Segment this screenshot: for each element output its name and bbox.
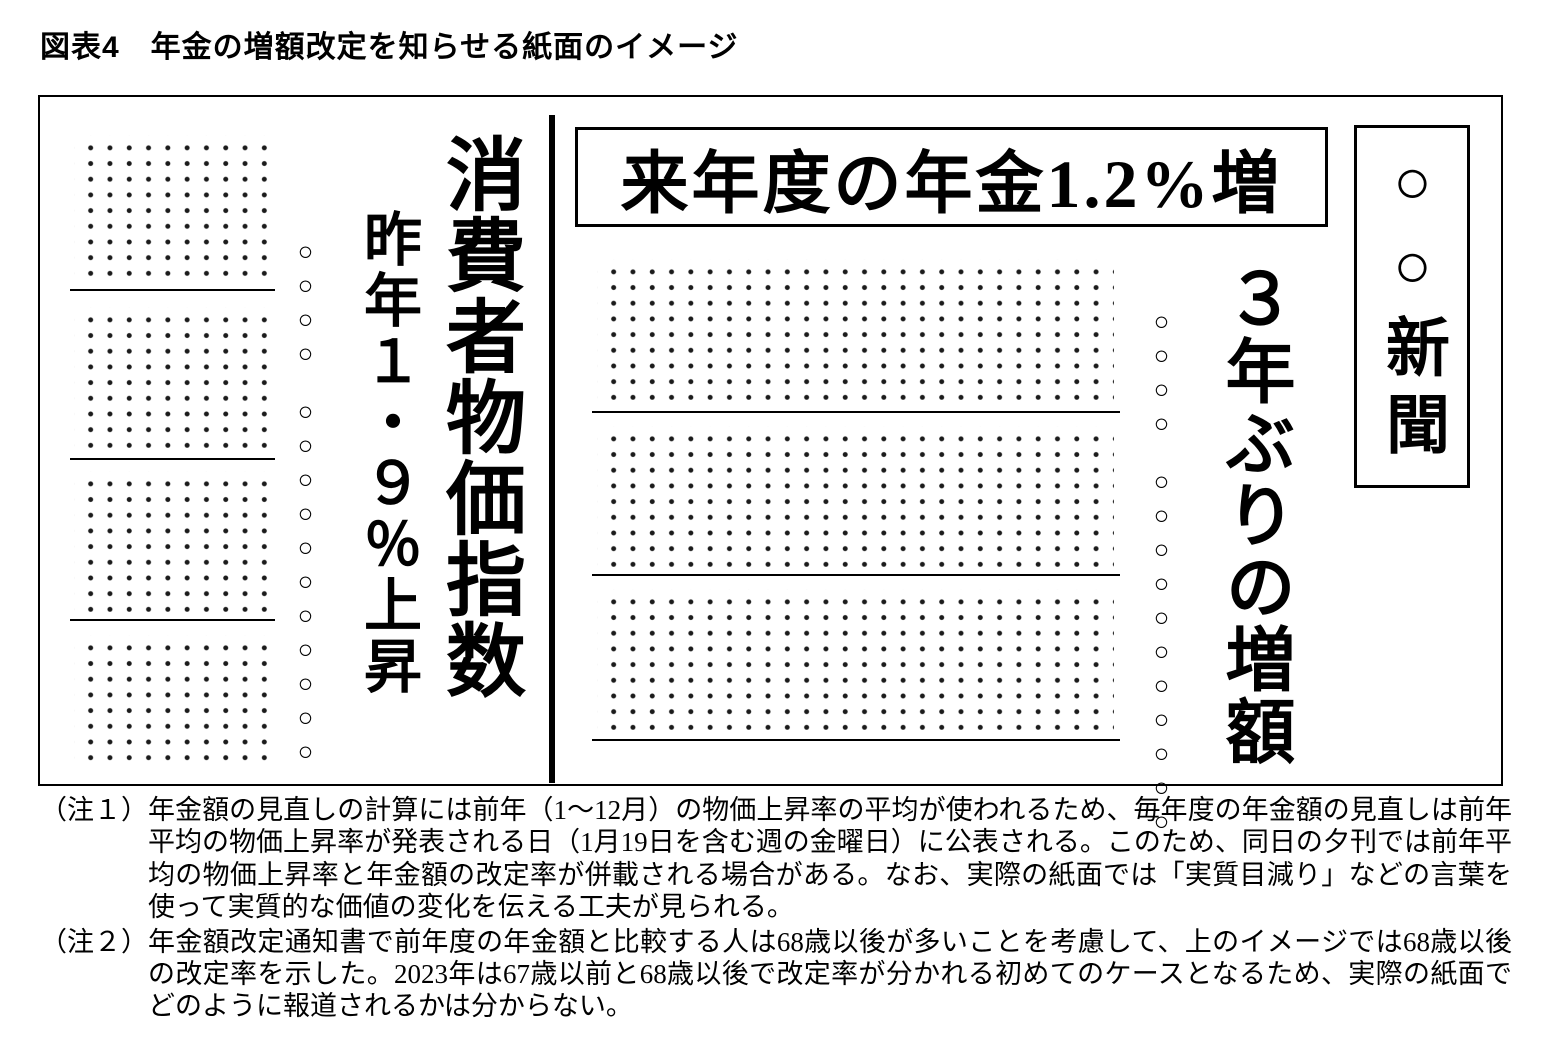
paragraph-rule <box>592 739 1120 741</box>
pension-headline: 来年度の年金1.2%増 <box>620 145 1283 222</box>
paragraph-rule <box>70 619 275 621</box>
footnotes: （注１） 年金額の見直しの計算には前年（1～12月）の物価上昇率の平均が使われる… <box>40 794 1512 1023</box>
placeholder-circles: ○○○○ <box>1147 307 1176 443</box>
note-2-text: 年金額改定通知書で前年度の年金額と比較する人は68歳以後が多いことを考慮して、上… <box>148 926 1512 1022</box>
increase-sub-headline: ３年ぶりの増額 <box>1215 263 1292 767</box>
placeholder-circles: ○○○○ <box>291 237 320 373</box>
dotted-text-block <box>74 135 268 277</box>
paragraph-rule <box>592 411 1120 413</box>
cpi-sub-headline: 昨年１・９％上昇 <box>355 209 420 697</box>
dotted-text-block <box>74 471 268 612</box>
pension-headline-box: 来年度の年金1.2%増 <box>575 127 1328 227</box>
dotted-text-block <box>597 259 1114 400</box>
paragraph-rule <box>592 574 1120 576</box>
note-1: （注１） 年金額の見直しの計算には前年（1～12月）の物価上昇率の平均が使われる… <box>40 794 1512 924</box>
note-1-text: 年金額の見直しの計算には前年（1～12月）の物価上昇率の平均が使われるため、毎年… <box>148 795 1512 923</box>
dotted-text-block <box>74 635 268 770</box>
masthead-title: ○○新聞 <box>1377 145 1448 468</box>
paragraph-rule <box>70 289 275 291</box>
placeholder-circles: ○○○○○○○○○○○ <box>291 397 320 771</box>
column-divider <box>549 115 555 783</box>
masthead-box: ○○新聞 <box>1354 125 1470 488</box>
dotted-text-block <box>597 426 1114 567</box>
note-2-label: （注２） <box>40 926 148 957</box>
newspaper-page-mock: ○○○○○○○○○○○○○○○ 昨年１・９％上昇 消費者物価指数 来年度の年金1… <box>38 95 1503 841</box>
placeholder-circles-column: ○○○○○○○○○○○○○○○ <box>1147 307 1176 841</box>
dotted-text-block <box>597 589 1114 730</box>
placeholder-circles: ○○○○○○○○○○○ <box>1147 467 1176 841</box>
cpi-headline: 消費者物価指数 <box>434 133 522 700</box>
placeholder-circles-column: ○○○○○○○○○○○○○○○ <box>291 237 320 771</box>
note-1-label: （注１） <box>40 795 148 825</box>
figure-title: 図表4 年金の増額改定を知らせる紙面のイメージ <box>40 31 739 64</box>
dotted-text-block <box>74 307 268 448</box>
paragraph-rule <box>70 458 275 460</box>
note-2: （注２） 年金額改定通知書で前年度の年金額と比較する人は68歳以後が多いことを考… <box>40 926 1512 1023</box>
